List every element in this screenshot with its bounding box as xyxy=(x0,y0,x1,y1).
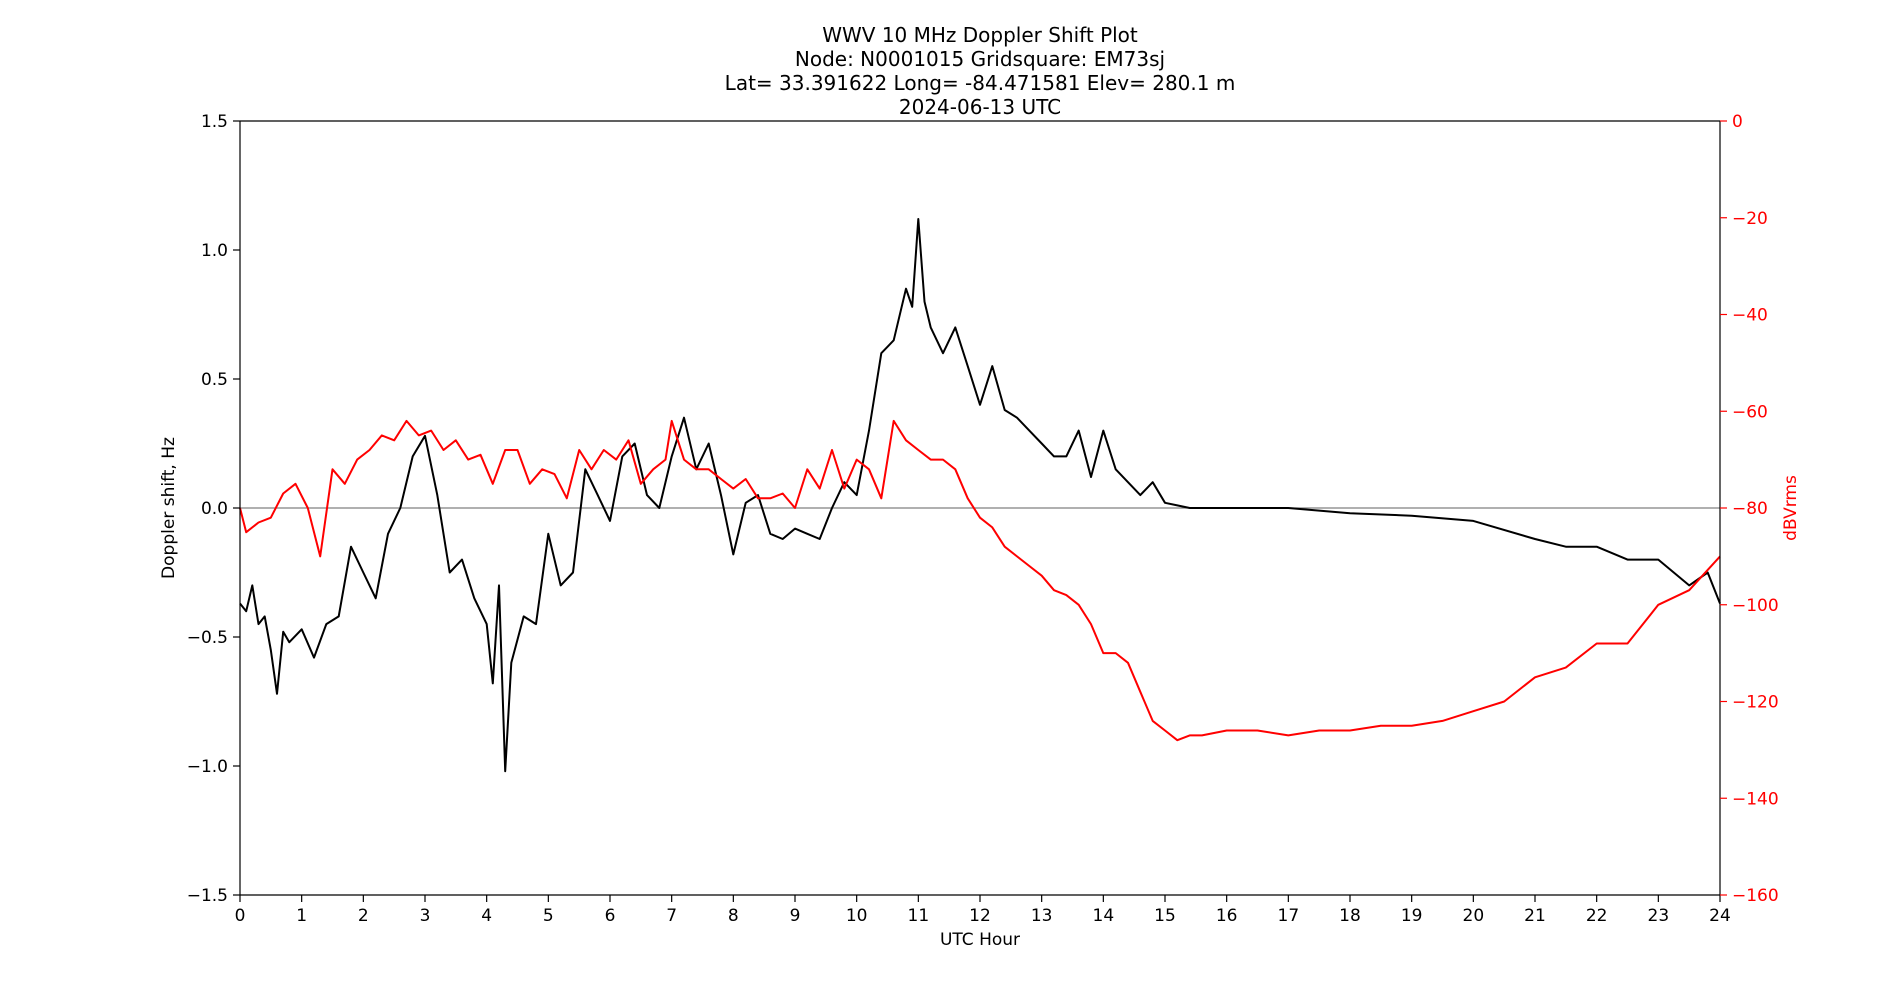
x-tick-label: 18 xyxy=(1339,906,1361,926)
x-tick-label: 6 xyxy=(605,906,616,926)
x-tick-label: 0 xyxy=(235,906,246,926)
x-tick-label: 13 xyxy=(1031,906,1053,926)
x-tick-label: 19 xyxy=(1401,906,1423,926)
y-tick-label-right: −20 xyxy=(1732,209,1768,229)
x-tick-label: 4 xyxy=(481,906,492,926)
y-tick-label-right: −140 xyxy=(1732,789,1779,809)
y-tick-label-right: −40 xyxy=(1732,306,1768,326)
y-tick-label-left: 1.5 xyxy=(201,112,228,132)
title-line-3: Lat= 33.391622 Long= -84.471581 Elev= 28… xyxy=(725,71,1236,95)
title-line-2: Node: N0001015 Gridsquare: EM73sj xyxy=(795,47,1165,71)
x-tick-label: 10 xyxy=(846,906,868,926)
y-tick-label-right: −80 xyxy=(1732,499,1768,519)
x-tick-label: 24 xyxy=(1709,906,1731,926)
x-tick-label: 8 xyxy=(728,906,739,926)
x-tick-label: 23 xyxy=(1648,906,1670,926)
y-tick-label-left: −1.0 xyxy=(187,757,228,777)
y-tick-label-right: −160 xyxy=(1732,886,1779,906)
title-line-1: WWV 10 MHz Doppler Shift Plot xyxy=(822,23,1138,47)
x-tick-label: 7 xyxy=(666,906,677,926)
x-tick-label: 21 xyxy=(1524,906,1546,926)
series-line-power xyxy=(239,419,1721,742)
plot-area: 0 1 2 3 4 5 6 7 8 9 10 11 12 13 14 15 16 17 18 19 20 21 22 23 24… xyxy=(187,112,1779,926)
y-axis-label-right: dBVrms xyxy=(1781,475,1801,541)
y-tick-label-left: −1.5 xyxy=(187,886,228,906)
x-tick-label: 20 xyxy=(1463,906,1485,926)
x-tick-label: 3 xyxy=(420,906,431,926)
chart-title: WWV 10 MHz Doppler Shift Plot Node: N000… xyxy=(725,23,1236,119)
y-tick-label-left: 0.0 xyxy=(201,499,228,519)
x-tick-label: 14 xyxy=(1093,906,1115,926)
y-tick-label-right: −100 xyxy=(1732,596,1779,616)
x-tick-label: 16 xyxy=(1216,906,1238,926)
x-tick-label: 11 xyxy=(908,906,930,926)
y-tick-label-right: 0 xyxy=(1732,112,1743,132)
y-axis-label-left: Doppler shift, Hz xyxy=(159,437,179,579)
y-tick-label-left: 0.5 xyxy=(201,370,228,390)
y-tick-label-left: −0.5 xyxy=(187,628,228,648)
x-tick-label: 15 xyxy=(1154,906,1176,926)
x-tick-label: 9 xyxy=(790,906,801,926)
x-tick-label: 22 xyxy=(1586,906,1608,926)
y-tick-label-right: −60 xyxy=(1732,402,1768,422)
x-tick-label: 5 xyxy=(543,906,554,926)
x-tick-label: 2 xyxy=(358,906,369,926)
series-line-doppler xyxy=(239,218,1721,773)
y-tick-label-right: −120 xyxy=(1732,693,1779,713)
x-tick-label: 17 xyxy=(1278,906,1300,926)
x-axis-label: UTC Hour xyxy=(940,930,1020,950)
title-line-4: 2024-06-13 UTC xyxy=(899,95,1061,119)
x-tick-label: 1 xyxy=(296,906,307,926)
y-tick-label-left: 1.0 xyxy=(201,241,228,261)
x-tick-label: 12 xyxy=(969,906,991,926)
